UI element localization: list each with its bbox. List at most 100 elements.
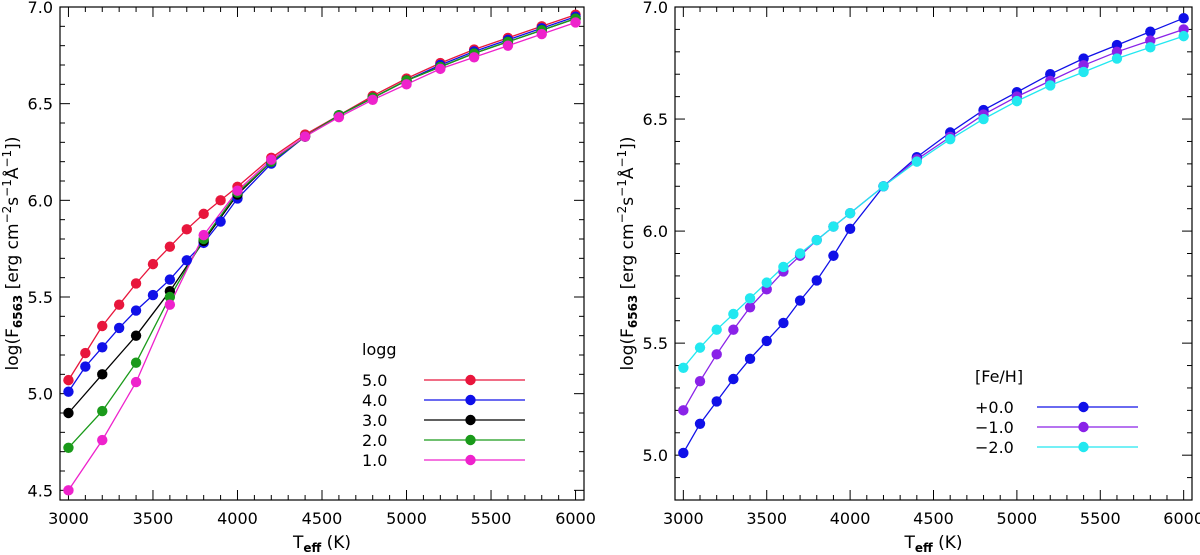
- data-point: [147, 258, 159, 270]
- data-point: [63, 407, 74, 419]
- data-point: [130, 305, 142, 316]
- data-point: [299, 131, 311, 142]
- data-point: [164, 299, 176, 310]
- legend-marker: [465, 374, 476, 386]
- data-point: [97, 405, 108, 417]
- data-point: [761, 277, 772, 288]
- legend-label: 1.0: [362, 451, 387, 470]
- data-point: [97, 369, 108, 380]
- data-point: [215, 216, 226, 227]
- legend-label: 5.0: [362, 371, 387, 390]
- data-point: [1145, 26, 1156, 37]
- data-point: [678, 362, 689, 373]
- left-chart-panel: 3000 3500 4000 4500 5000 5500 6000 4.5 5.0 5.5 6.0…: [0, 0, 596, 555]
- data-point: [181, 224, 192, 235]
- x-tick-label: 3500: [746, 509, 787, 528]
- data-point: [63, 442, 74, 453]
- data-point: [694, 418, 706, 430]
- x-tick-label: 4000: [217, 509, 258, 528]
- legend-marker: [1078, 421, 1089, 433]
- data-point: [844, 223, 856, 235]
- data-point: [113, 299, 125, 310]
- data-point: [694, 342, 706, 353]
- data-point: [794, 248, 806, 259]
- legend-label: 2.0: [362, 431, 387, 450]
- legend-title: [Fe/H]: [975, 367, 1023, 386]
- series-line: [682, 17, 1184, 454]
- data-point: [878, 181, 889, 192]
- series-line: [67, 16, 576, 393]
- data-point: [1011, 95, 1023, 107]
- data-point: [435, 63, 446, 75]
- data-point: [678, 447, 689, 459]
- x-tick-label: 5000: [997, 509, 1038, 528]
- legend-marker: [465, 434, 476, 446]
- data-area: [678, 13, 1189, 459]
- data-point: [694, 376, 706, 387]
- data-point: [97, 320, 108, 332]
- data-point: [844, 207, 856, 219]
- data-point: [164, 274, 176, 285]
- legend-marker: [1078, 441, 1089, 453]
- y-axis-label: log(F6563 [erg cm−2s−1Å−1]): [615, 137, 640, 371]
- x-tick-label: 4000: [830, 509, 871, 528]
- plot-frame: [59, 6, 585, 501]
- data-point: [198, 208, 209, 220]
- series-line: [682, 35, 1184, 369]
- data-point: [536, 28, 547, 40]
- y-tick-label: 6.0: [643, 222, 668, 241]
- data-point: [130, 357, 142, 368]
- data-point: [164, 291, 176, 303]
- data-point: [198, 229, 209, 241]
- y-tick-label: 5.0: [28, 385, 53, 404]
- data-point: [1178, 30, 1189, 42]
- data-point: [744, 353, 756, 365]
- legend-marker: [1078, 401, 1089, 413]
- legend-label: +0.0: [975, 398, 1014, 417]
- data-point: [333, 112, 345, 123]
- data-point: [97, 342, 108, 353]
- series-line: [68, 17, 576, 414]
- data-point: [944, 134, 956, 145]
- x-axis-label: Teff (K): [903, 533, 962, 555]
- data-point: [63, 374, 74, 386]
- data-point: [728, 373, 739, 385]
- x-tick-label: 3000: [48, 509, 89, 528]
- x-tick-label: 5500: [1080, 509, 1121, 528]
- data-point: [502, 40, 514, 51]
- data-point: [678, 405, 689, 416]
- legend-title: logg: [362, 340, 397, 359]
- y-tick-label: 6.5: [643, 110, 668, 129]
- x-tick-label: 3000: [663, 509, 704, 528]
- data-point: [778, 261, 789, 273]
- y-tick-label: 6.0: [28, 191, 53, 210]
- data-point: [1045, 80, 1056, 91]
- legend-label: −2.0: [975, 438, 1014, 457]
- data-point: [828, 250, 839, 261]
- data-point: [911, 156, 923, 167]
- data-point: [828, 221, 839, 232]
- data-point: [130, 376, 142, 388]
- data-area: [63, 9, 581, 496]
- y-tick-label: 4.5: [28, 481, 53, 500]
- legend-marker: [465, 394, 476, 406]
- data-point: [744, 293, 756, 304]
- y-tick-label: 6.5: [28, 95, 53, 114]
- data-point: [978, 113, 989, 125]
- x-tick-label: 6000: [1163, 509, 1200, 528]
- data-point: [711, 324, 722, 335]
- legend-marker: [465, 414, 476, 426]
- x-tick-label: 5000: [386, 509, 427, 528]
- data-point: [215, 195, 226, 206]
- data-point: [401, 79, 412, 90]
- data-point: [468, 52, 480, 63]
- data-point: [570, 17, 581, 28]
- data-point: [744, 302, 756, 313]
- legend-marker: [465, 454, 476, 466]
- series-line: [68, 17, 576, 449]
- data-point: [63, 485, 74, 496]
- data-point: [728, 308, 739, 320]
- x-tick-label: 6000: [555, 509, 596, 528]
- series-line: [67, 21, 576, 491]
- x-tick-label: 3500: [133, 509, 174, 528]
